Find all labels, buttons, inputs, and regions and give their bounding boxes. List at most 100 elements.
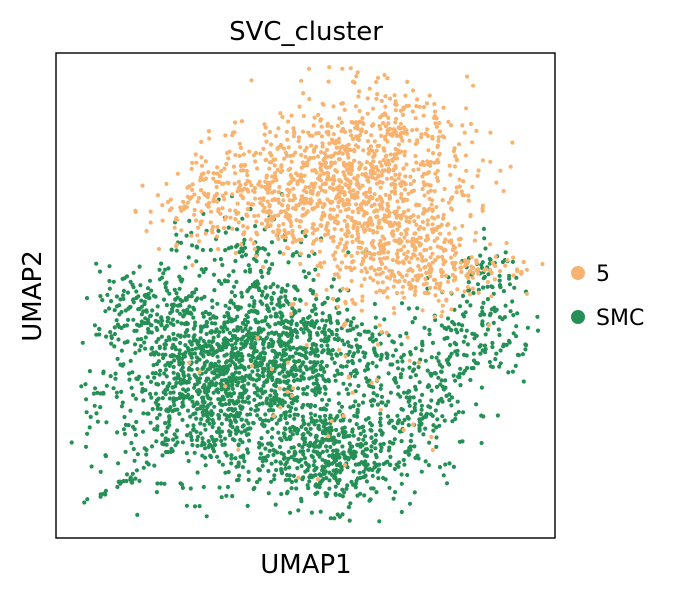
point-smc: [214, 315, 219, 320]
point-smc: [130, 424, 136, 429]
point-smc: [178, 303, 183, 308]
point-smc: [375, 393, 380, 398]
point-5: [300, 160, 305, 165]
point-smc: [135, 452, 140, 457]
point-5: [429, 227, 434, 232]
point-5: [442, 240, 447, 245]
point-smc: [308, 351, 313, 356]
point-smc: [313, 466, 318, 471]
point-smc: [348, 323, 353, 328]
point-5: [356, 144, 361, 150]
point-smc: [220, 462, 225, 467]
point-smc: [372, 460, 377, 465]
point-5: [346, 202, 351, 207]
point-smc: [232, 438, 237, 443]
point-5: [386, 250, 391, 255]
point-smc: [243, 326, 248, 331]
point-5: [399, 231, 404, 237]
point-5: [273, 157, 278, 162]
point-5: [312, 115, 317, 120]
point-smc: [246, 400, 251, 405]
point-5: [264, 139, 269, 144]
point-5: [418, 242, 423, 247]
point-5: [430, 222, 435, 227]
point-smc: [251, 304, 256, 309]
point-smc: [244, 418, 249, 423]
point-5: [449, 255, 454, 260]
point-smc: [216, 390, 221, 395]
point-smc: [501, 344, 506, 349]
point-5: [396, 176, 401, 181]
point-smc: [303, 460, 308, 465]
point-smc: [295, 334, 300, 340]
point-5: [324, 165, 329, 170]
point-smc: [320, 373, 325, 378]
point-smc: [156, 359, 161, 364]
point-smc: [243, 269, 248, 274]
point-smc: [428, 412, 434, 417]
point-5: [370, 243, 375, 248]
point-smc: [116, 461, 121, 466]
point-smc: [423, 414, 429, 419]
point-5: [399, 149, 404, 154]
point-smc: [279, 491, 284, 497]
point-smc: [143, 335, 148, 340]
point-smc: [179, 321, 184, 326]
point-smc: [204, 344, 209, 349]
point-5: [363, 266, 368, 271]
point-smc: [178, 340, 183, 346]
point-5: [345, 167, 350, 172]
point-smc: [524, 343, 529, 348]
point-5: [207, 200, 212, 205]
point-smc: [139, 298, 144, 303]
point-5: [381, 256, 387, 261]
point-5: [263, 179, 268, 184]
point-smc: [232, 293, 238, 298]
point-5: [432, 101, 437, 107]
point-5: [461, 179, 466, 184]
point-5: [306, 157, 311, 162]
point-5: [252, 186, 257, 191]
point-5: [320, 204, 325, 210]
point-smc: [305, 402, 310, 407]
point-5: [249, 78, 254, 83]
point-5: [262, 132, 267, 137]
point-smc: [501, 289, 506, 294]
legend-marker-5: [571, 266, 585, 280]
point-smc: [308, 432, 313, 437]
point-smc: [192, 450, 197, 455]
point-smc: [397, 429, 402, 434]
point-5: [393, 146, 398, 152]
point-smc: [362, 354, 367, 359]
point-smc: [313, 361, 318, 367]
point-5: [335, 264, 340, 269]
point-5: [315, 227, 320, 232]
point-smc: [258, 299, 263, 304]
point-smc: [198, 431, 203, 436]
point-smc: [209, 321, 215, 326]
point-smc: [157, 344, 162, 349]
point-smc: [166, 419, 171, 424]
point-5: [340, 101, 345, 106]
point-smc: [128, 408, 133, 413]
point-5: [476, 168, 481, 173]
point-5: [306, 66, 312, 71]
point-5: [430, 215, 435, 220]
point-smc: [89, 464, 94, 469]
point-smc: [292, 457, 297, 462]
point-smc: [87, 369, 92, 374]
point-smc: [277, 371, 282, 376]
point-5: [327, 141, 332, 146]
point-5: [454, 185, 459, 190]
point-smc: [392, 466, 397, 472]
point-smc: [303, 326, 308, 331]
point-smc: [345, 483, 350, 488]
point-smc: [191, 423, 196, 428]
point-smc: [130, 297, 136, 303]
point-smc: [487, 359, 492, 365]
point-5: [199, 155, 204, 160]
point-smc: [367, 336, 372, 342]
point-5: [394, 251, 400, 257]
point-smc: [224, 380, 229, 386]
point-smc: [223, 450, 228, 455]
